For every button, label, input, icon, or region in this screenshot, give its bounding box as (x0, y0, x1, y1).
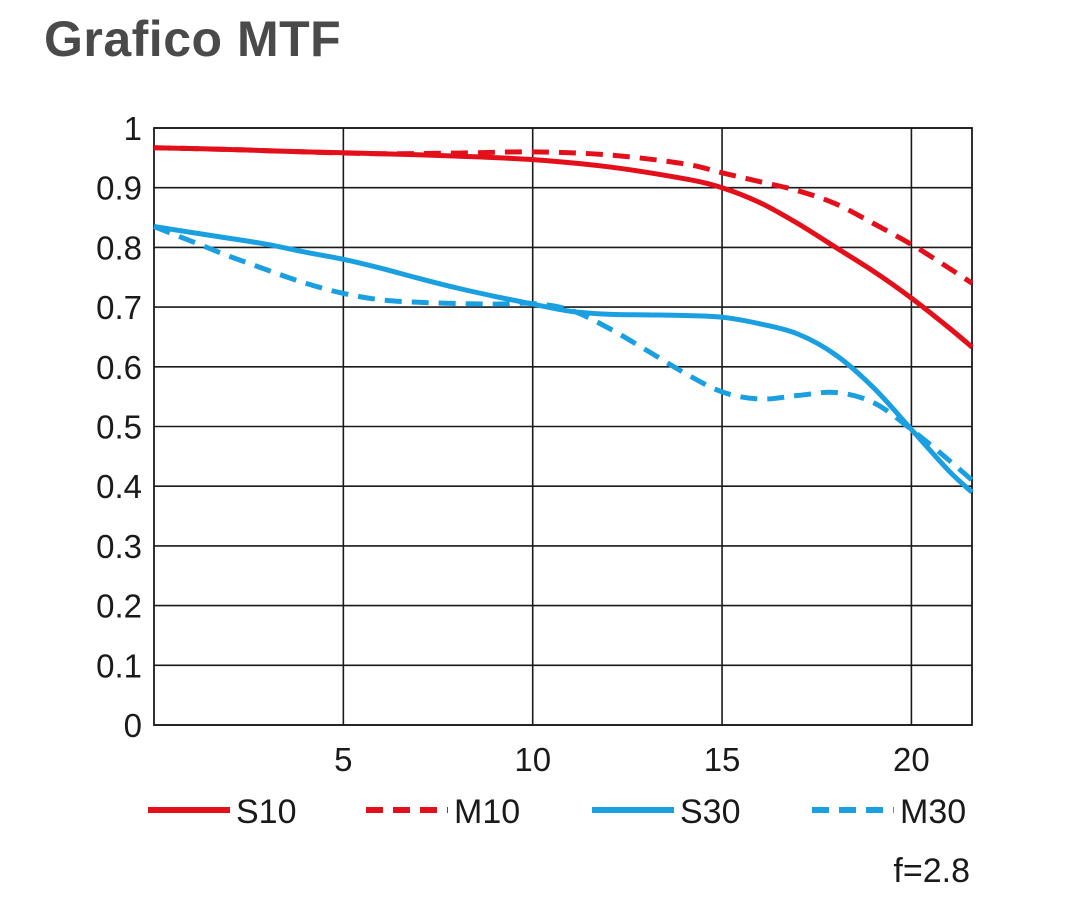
legend-label-m30: M30 (900, 793, 966, 831)
x-tick-label: 10 (514, 741, 551, 778)
y-tick-label: 0.3 (96, 528, 142, 565)
y-tick-label: 1 (124, 110, 142, 147)
chart-title: Grafico MTF (44, 11, 342, 67)
chart-legend: S10 M10 S30 M30 (148, 793, 966, 831)
y-tick-label: 0.4 (96, 468, 142, 505)
x-tick-label: 20 (893, 741, 930, 778)
y-tick-label: 0 (124, 707, 142, 744)
y-tick-label: 0.9 (96, 170, 142, 207)
series-line-m10 (153, 145, 974, 286)
legend-label-s30: S30 (680, 793, 741, 831)
series-line-s30 (153, 224, 974, 495)
series-line-m30 (153, 224, 974, 483)
legend-label-s10: S10 (236, 793, 297, 831)
legend-label-m10: M10 (454, 793, 520, 831)
aperture-label: f=2.8 (893, 852, 970, 890)
x-tick-label: 5 (334, 741, 352, 778)
x-axis-ticks: 5 10 15 20 (334, 741, 930, 778)
y-tick-label: 0.6 (96, 349, 142, 386)
plot-frame (153, 127, 973, 726)
y-tick-label: 0.8 (96, 229, 142, 266)
y-tick-label: 0.7 (96, 289, 142, 326)
y-tick-label: 0.5 (96, 409, 142, 446)
x-tick-label: 15 (704, 741, 741, 778)
y-axis-ticks: 0 0.1 0.2 0.3 0.4 0.5 0.6 0.7 0.8 0.9 1 (96, 110, 142, 744)
y-tick-label: 0.1 (96, 647, 142, 684)
chart-series (153, 145, 974, 495)
chart-grid (153, 127, 973, 726)
y-tick-label: 0.2 (96, 588, 142, 625)
